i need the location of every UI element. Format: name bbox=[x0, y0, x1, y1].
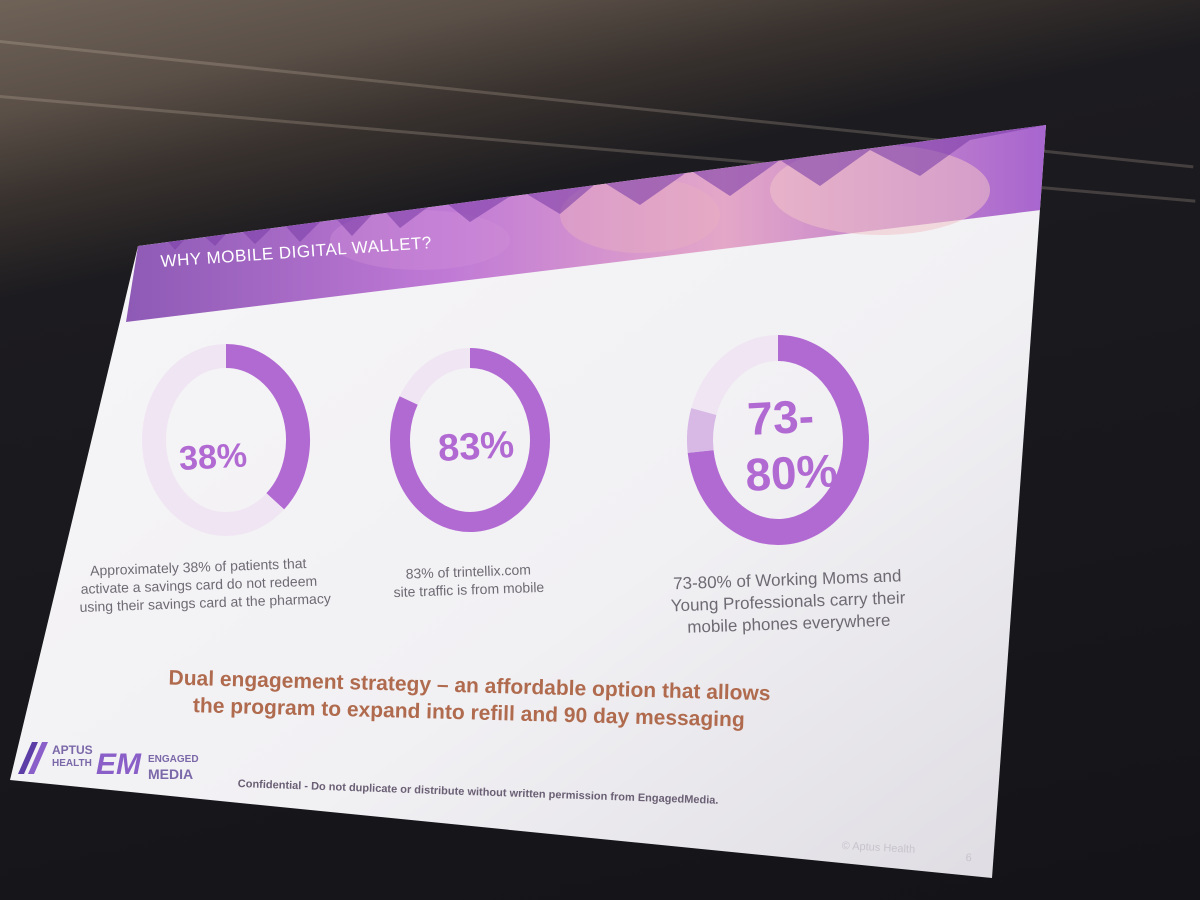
page-number: 6 bbox=[965, 852, 973, 865]
aptus-health-logo: APTUS HEALTH bbox=[16, 738, 96, 778]
stat-value-73-80-line2: 80% bbox=[744, 444, 839, 501]
slide-title: WHY MOBILE DIGITAL WALLET? bbox=[160, 233, 433, 271]
em-logo-line2: MEDIA bbox=[148, 766, 194, 782]
stat-value-73-80-line1: 73- bbox=[746, 389, 816, 445]
engaged-media-logo: EM ENGAGED MEDIA bbox=[96, 746, 206, 786]
em-logo-line1: ENGAGED bbox=[148, 754, 199, 765]
aptus-logo-line2: HEALTH bbox=[52, 758, 92, 769]
stat-caption-73-80: 73-80% of Working Moms and Young Profess… bbox=[652, 565, 924, 640]
strategy-statement: Dual engagement strategy – an affordable… bbox=[149, 664, 790, 735]
stat-value-83: 83% bbox=[437, 424, 516, 470]
stat-caption-83: 83% of trintellix.com site traffic is fr… bbox=[368, 559, 569, 602]
copyright: © Aptus Health bbox=[841, 840, 916, 856]
stat-caption-38: Approximately 38% of patients that activ… bbox=[78, 554, 331, 616]
confidential-notice: Confidential - Do not duplicate or distr… bbox=[237, 778, 719, 807]
aptus-logo-line1: APTUS bbox=[52, 743, 93, 757]
aptus-mark-icon bbox=[18, 742, 48, 774]
stat-value-38: 38% bbox=[178, 436, 248, 478]
em-mark: EM bbox=[96, 748, 141, 781]
